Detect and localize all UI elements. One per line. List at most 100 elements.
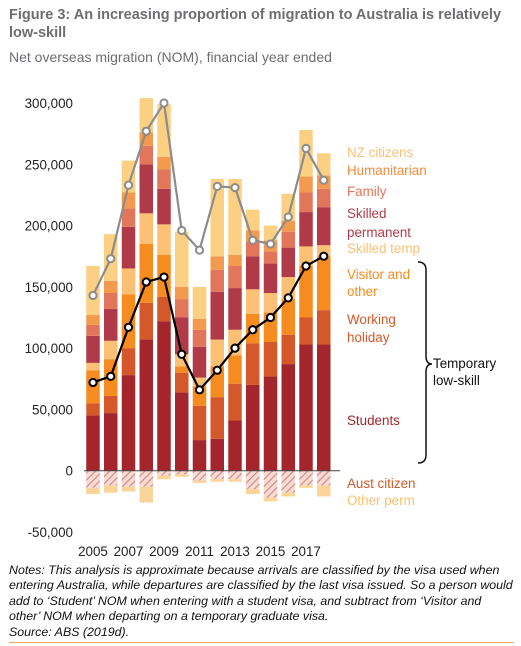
bar-working-holiday-2011: [192, 405, 207, 441]
bar-family-2007: [121, 208, 136, 227]
point-temporary-low-skill-2007: [123, 322, 134, 332]
bar-skilled-temp-2014: [246, 289, 260, 314]
bar-skilled-temp-2006: [104, 340, 118, 360]
bar-skilled-temp-2007: [121, 268, 136, 295]
bar-aust-citizen-2018: [317, 470, 331, 486]
bar-nz-citizens-2005: [86, 266, 100, 316]
notes-text: Notes: This analysis is approximate beca…: [9, 563, 513, 624]
bar-skilled-permanent-2014: [246, 256, 260, 290]
bar-working-holiday-2012: [210, 397, 224, 439]
bar-other-perm-2009: [157, 475, 171, 480]
x-tick-label: 2013: [220, 544, 250, 559]
bar-students-2015: [263, 376, 278, 471]
x-tick-label: 2007: [114, 544, 144, 559]
bar-aust-citizen-2014: [246, 470, 260, 490]
bar-working-holiday-2018: [317, 310, 331, 345]
point-temporary-low-skill-2015: [265, 312, 276, 323]
point-temporary-low-skill-2013: [230, 343, 240, 353]
bar-visitor-and-other-2013: [228, 355, 242, 384]
bar-working-holiday-2005: [86, 403, 100, 416]
point-total-nom-2010: [177, 225, 187, 236]
bar-skilled-permanent-2008: [139, 164, 153, 214]
bar-other-perm-2012: [210, 479, 224, 482]
bar-aust-citizen-2007: [121, 470, 136, 487]
bar-skilled-permanent-2012: [210, 291, 224, 340]
bar-family-2006: [104, 292, 118, 309]
bar-skilled-temp-2009: [157, 224, 171, 255]
point-total-nom-2018: [319, 175, 329, 185]
bar-other-perm-2015: [263, 497, 278, 502]
chart-notes: Notes: This analysis is approximate beca…: [9, 563, 514, 640]
bar-visitor-and-other-2018: [317, 256, 331, 311]
legend-visitor-and-other: Visitor and other: [347, 267, 410, 299]
bar-visitor-and-other-2017: [299, 266, 313, 318]
bar-students-2009: [157, 321, 171, 471]
bar-students-2014: [246, 384, 260, 471]
bar-skilled-temp-2017: [299, 246, 313, 267]
bar-other-perm-2008: [139, 486, 153, 503]
bar-other-perm-2007: [121, 486, 136, 492]
line-total-nom: [92, 99, 325, 296]
legend-nz-citizens: NZ citizens: [347, 145, 414, 160]
bar-students-2011: [192, 440, 207, 471]
bar-aust-citizen-2008: [139, 470, 153, 487]
point-temporary-low-skill-2018: [319, 251, 329, 261]
bar-skilled-permanent-2006: [104, 308, 118, 341]
bar-aust-citizen-2012: [210, 470, 224, 480]
bar-working-holiday-2008: [139, 302, 153, 340]
bar-other-perm-2010: [175, 474, 189, 477]
bar-students-2018: [317, 344, 331, 471]
bar-working-holiday-2016: [281, 334, 295, 365]
bar-aust-citizen-2006: [104, 470, 118, 486]
point-total-nom-2009: [159, 98, 169, 108]
bar-working-holiday-2007: [121, 348, 136, 376]
bar-humanitarian-2013: [228, 254, 242, 267]
legend-students: Students: [347, 413, 400, 428]
y-tick-label: 100,000: [25, 341, 73, 356]
chart-title: Figure 3: An increasing proportion of mi…: [9, 7, 502, 41]
bar-humanitarian-2005: [86, 315, 100, 325]
bar-aust-citizen-2017: [299, 470, 313, 486]
bar-nz-citizens-2011: [192, 286, 207, 319]
bar-aust-citizen-2015: [263, 470, 278, 498]
point-temporary-low-skill-2009: [159, 272, 169, 282]
y-tick-label: 0: [66, 464, 73, 479]
bar-family-2012: [210, 269, 224, 292]
bar-aust-citizen-2016: [281, 470, 295, 493]
x-tick-label: 2011: [185, 544, 214, 559]
bar-students-2006: [104, 413, 118, 471]
point-temporary-low-skill-2017: [301, 261, 311, 271]
bar-skilled-permanent-2010: [175, 317, 189, 355]
bar-humanitarian-2012: [210, 256, 224, 270]
bottom-rule: [9, 642, 514, 643]
bar-aust-citizen-2011: [192, 470, 207, 481]
bar-skilled-permanent-2011: [192, 346, 207, 378]
bar-skilled-permanent-2017: [299, 212, 313, 247]
bar-students-2010: [175, 392, 189, 471]
bar-skilled-permanent-2013: [228, 288, 242, 330]
bar-other-perm-2013: [228, 479, 242, 482]
bar-working-holiday-2017: [299, 317, 313, 345]
point-total-nom-2011: [194, 245, 205, 255]
bar-humanitarian-2011: [192, 318, 207, 330]
bar-other-perm-2016: [281, 492, 295, 497]
x-tick-label: 2015: [256, 544, 286, 559]
bar-skilled-permanent-2009: [157, 188, 171, 225]
bar-nz-citizens-2018: [317, 153, 331, 176]
chart-area: -50,000 0 50,000 100,000 150,000 200,000 250,0…: [25, 96, 497, 559]
bar-aust-citizen-2009: [157, 470, 171, 476]
point-total-nom-2005: [88, 290, 98, 301]
point-temporary-low-skill-2011: [194, 385, 205, 395]
bar-skilled-temp-2005: [86, 362, 100, 371]
legend-skilled-temp: Skilled temp: [347, 241, 420, 256]
point-total-nom-2015: [265, 239, 276, 249]
point-temporary-low-skill-2016: [283, 293, 293, 303]
bar-family-2014: [246, 241, 260, 257]
point-total-nom-2016: [283, 212, 293, 222]
bar-family-2011: [192, 329, 207, 347]
bar-nz-citizens-2009: [157, 104, 171, 157]
bar-skilled-temp-2015: [263, 292, 278, 313]
point-total-nom-2008: [141, 126, 151, 136]
bar-working-holiday-2013: [228, 383, 242, 421]
bar-working-holiday-2014: [246, 343, 260, 385]
